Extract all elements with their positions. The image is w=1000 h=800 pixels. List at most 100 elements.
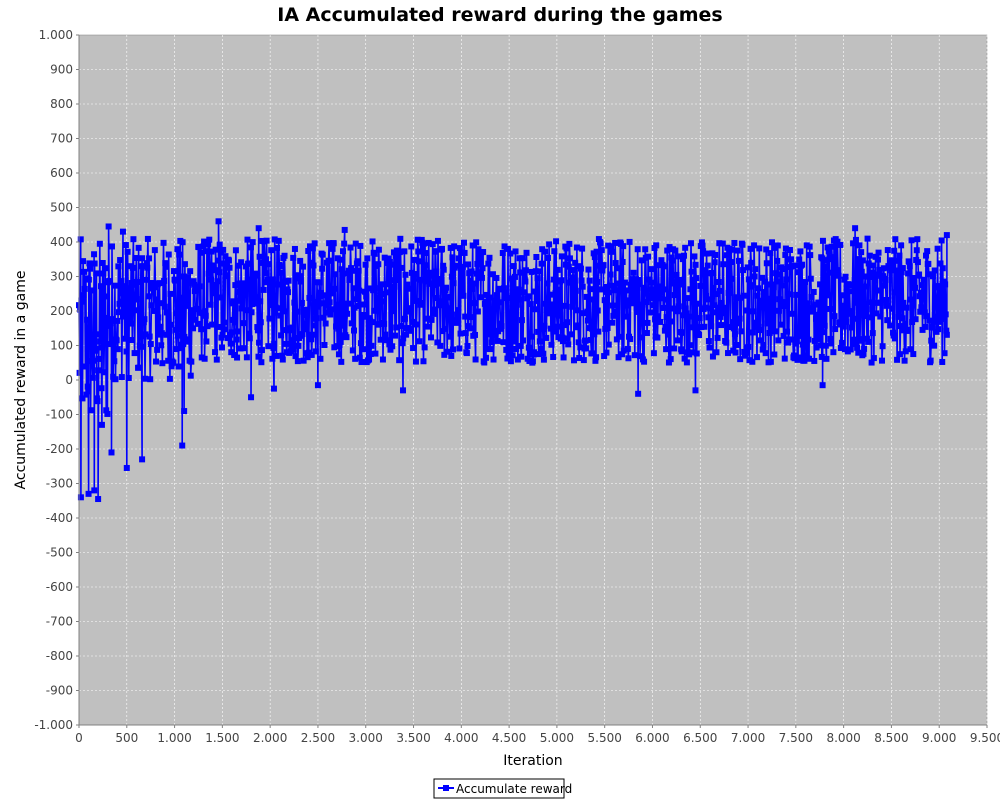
data-point-marker <box>623 302 630 309</box>
data-point-marker <box>683 310 690 317</box>
data-point-marker <box>469 285 476 292</box>
data-point-marker <box>918 282 925 289</box>
data-point-marker <box>175 363 182 370</box>
data-point-marker <box>896 351 903 358</box>
data-point-marker <box>865 260 872 267</box>
data-point-marker <box>667 318 674 325</box>
data-point-marker <box>537 322 544 329</box>
data-point-marker <box>687 286 694 293</box>
data-point-marker <box>462 313 469 320</box>
data-point-marker <box>527 346 534 353</box>
data-point-marker <box>738 328 745 335</box>
data-point-marker <box>762 350 769 357</box>
data-point-marker <box>916 293 923 300</box>
x-tick-label: 7.000 <box>731 731 765 745</box>
data-point-marker <box>895 257 902 264</box>
legend-square-marker <box>443 785 449 791</box>
data-point-marker <box>540 356 547 363</box>
data-point-marker <box>750 308 757 315</box>
data-point-marker <box>186 338 193 345</box>
data-point-marker <box>90 357 97 364</box>
data-point-marker <box>821 257 828 264</box>
data-point-marker <box>572 287 579 294</box>
data-point-marker <box>454 315 461 322</box>
data-point-marker <box>183 274 190 281</box>
data-point-marker <box>639 301 646 308</box>
data-point-marker <box>786 291 793 298</box>
data-point-marker <box>494 337 501 344</box>
data-point-marker <box>420 358 427 365</box>
data-point-marker <box>816 299 823 306</box>
data-point-marker <box>532 268 539 275</box>
data-point-marker <box>415 248 422 255</box>
data-point-marker <box>304 354 311 361</box>
data-point-marker <box>571 357 578 364</box>
data-point-marker <box>477 294 484 301</box>
data-point-marker <box>900 299 907 306</box>
data-point-marker <box>335 325 342 332</box>
data-point-marker <box>231 319 238 326</box>
data-point-marker <box>919 326 926 333</box>
data-point-marker <box>779 266 786 273</box>
data-point-marker <box>441 325 448 332</box>
data-point-marker <box>418 300 425 307</box>
data-point-marker <box>722 304 729 311</box>
data-point-marker <box>143 260 150 267</box>
data-point-marker <box>725 350 732 357</box>
data-point-marker <box>484 331 491 338</box>
data-point-marker <box>216 241 223 248</box>
data-point-marker <box>85 388 92 395</box>
data-point-marker <box>490 356 497 363</box>
data-point-marker <box>926 317 933 324</box>
data-point-marker <box>528 268 535 275</box>
data-point-marker <box>547 325 554 332</box>
data-point-marker <box>914 259 921 266</box>
data-point-marker <box>752 266 759 273</box>
data-point-marker <box>173 346 180 353</box>
y-tick-label: 0 <box>65 373 73 387</box>
data-point-marker <box>170 359 177 366</box>
data-point-marker <box>903 304 910 311</box>
data-point-marker <box>558 277 565 284</box>
data-point-marker <box>437 342 444 349</box>
data-point-marker <box>461 249 468 256</box>
data-point-marker <box>433 268 440 275</box>
data-point-marker <box>146 333 153 340</box>
data-point-marker <box>419 244 426 251</box>
data-point-marker <box>851 276 858 283</box>
data-point-marker <box>245 260 252 267</box>
data-point-marker <box>675 253 682 260</box>
data-point-marker <box>121 335 128 342</box>
data-point-marker <box>127 320 134 327</box>
data-point-marker <box>552 290 559 297</box>
data-point-marker <box>621 279 628 286</box>
data-point-marker <box>899 265 906 272</box>
data-point-marker <box>819 237 826 244</box>
data-point-marker <box>943 331 950 338</box>
data-point-marker <box>355 302 362 309</box>
data-point-marker <box>563 245 570 252</box>
data-point-marker <box>807 252 814 259</box>
data-point-marker <box>124 303 131 310</box>
data-point-marker <box>342 306 349 313</box>
data-point-marker <box>931 342 938 349</box>
data-point-marker <box>422 262 429 269</box>
data-point-marker <box>408 269 415 276</box>
x-tick-label: 3.500 <box>396 731 430 745</box>
data-point-marker <box>754 292 761 299</box>
data-point-marker <box>938 312 945 319</box>
data-point-marker <box>360 313 367 320</box>
data-point-marker <box>583 293 590 300</box>
data-point-marker <box>504 355 511 362</box>
data-point-marker <box>203 248 210 255</box>
data-point-marker <box>500 339 507 346</box>
data-point-marker <box>701 267 708 274</box>
data-point-marker <box>862 313 869 320</box>
data-point-marker <box>691 253 698 260</box>
data-point-marker <box>501 243 508 250</box>
data-point-marker <box>912 316 919 323</box>
data-point-marker <box>458 249 465 256</box>
data-point-marker <box>481 359 488 366</box>
data-point-marker <box>630 300 637 307</box>
data-point-marker <box>77 494 84 501</box>
